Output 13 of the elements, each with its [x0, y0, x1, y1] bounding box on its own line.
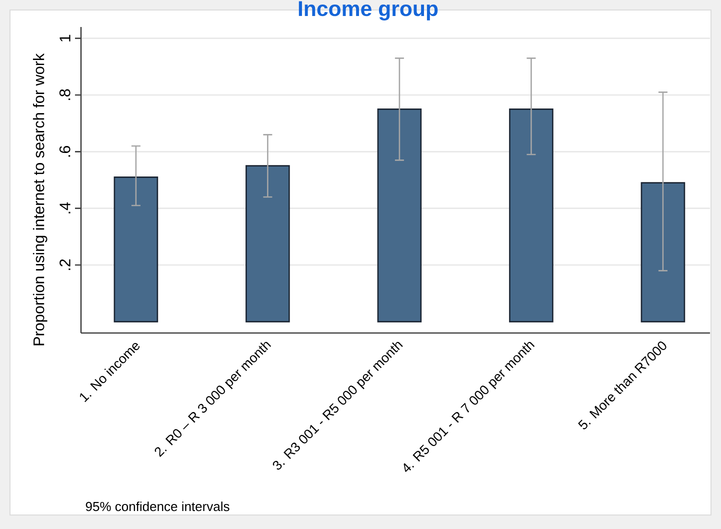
y-tick-label: .2 — [60, 259, 70, 270]
chart-title: Income group — [298, 1, 438, 20]
bar — [246, 165, 290, 322]
text: 95% confidence intervals — [86, 502, 230, 512]
y-axis-title: Proportion using internet to search for work — [32, 53, 48, 346]
y-tick-label: 1 — [60, 34, 70, 42]
y-tick-label: .6 — [59, 146, 70, 157]
y-tick-label: .8 — [59, 89, 70, 100]
bar — [114, 176, 158, 322]
bar — [509, 108, 554, 322]
y-tick-label: .4 — [60, 202, 70, 214]
bar — [640, 182, 686, 322]
bar — [377, 108, 422, 322]
